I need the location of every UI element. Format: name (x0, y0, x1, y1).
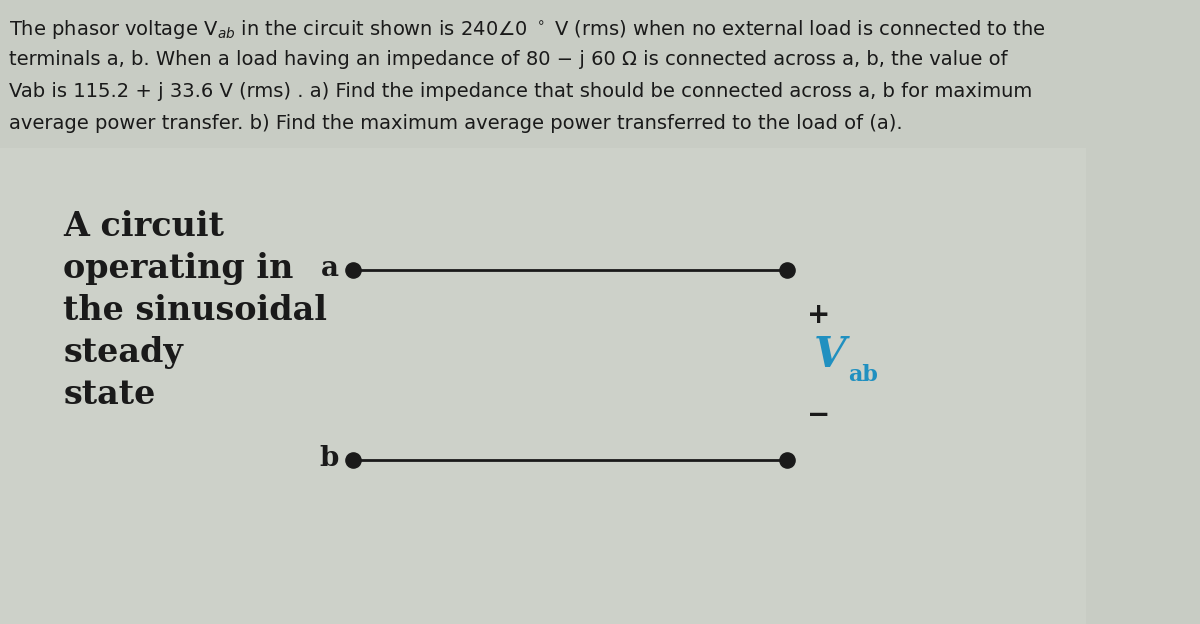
Text: V: V (814, 334, 846, 376)
Text: average power transfer. b) Find the maximum average power transferred to the loa: average power transfer. b) Find the maxi… (10, 114, 902, 133)
Text: ab: ab (847, 364, 877, 386)
Point (343, 265, 362, 275)
Text: +: + (808, 301, 830, 329)
Point (778, 455, 797, 465)
Point (343, 455, 362, 465)
Text: b: b (320, 444, 340, 472)
Text: Vab is 115.2 + j 33.6 V (rms) . a) Find the impedance that should be connected a: Vab is 115.2 + j 33.6 V (rms) . a) Find … (10, 82, 1032, 101)
Text: The phasor voltage V$_{ab}$ in the circuit shown is 240$\angle$0 $^\circ$ V (rms: The phasor voltage V$_{ab}$ in the circu… (10, 18, 1045, 41)
Text: a: a (322, 255, 340, 281)
Text: −: − (808, 401, 830, 429)
Bar (0, 148, 1086, 624)
Point (778, 265, 797, 275)
Text: A circuit
operating in
the sinusoidal
steady
state: A circuit operating in the sinusoidal st… (64, 210, 328, 411)
Text: terminals a, b. When a load having an impedance of 80 − j 60 Ω is connected acro: terminals a, b. When a load having an im… (10, 50, 1008, 69)
